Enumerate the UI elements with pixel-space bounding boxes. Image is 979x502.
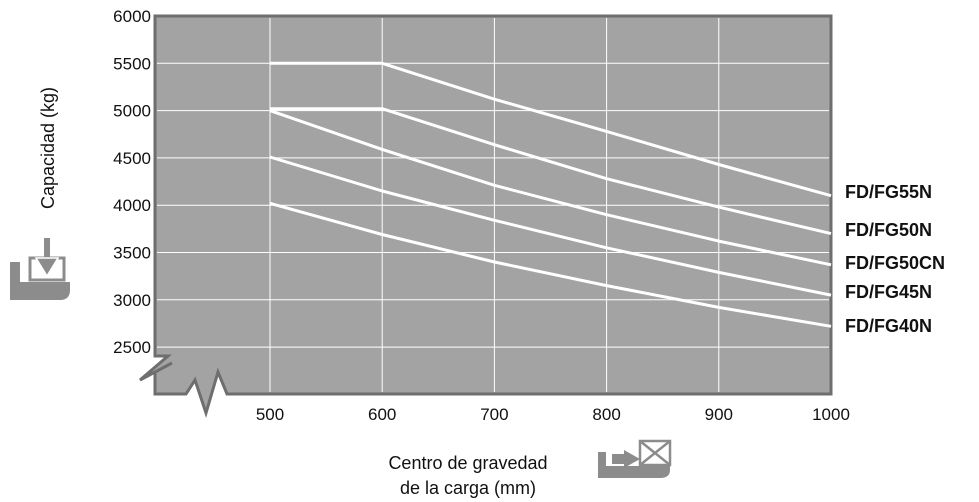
- y-tick-5000: 5000: [113, 102, 151, 121]
- x-tick-600: 600: [368, 405, 396, 424]
- series-labels: FD/FG55N FD/FG50N FD/FG50CN FD/FG45N FD/FG40…: [845, 182, 945, 336]
- series-label-fd-fg40n: FD/FG40N: [845, 316, 932, 336]
- y-tick-2500: 2500: [113, 338, 151, 357]
- x-axis-label-line-2: de la carga (mm): [400, 478, 536, 498]
- series-label-fd-fg45n: FD/FG45N: [845, 282, 932, 302]
- series-layer: [269, 61, 832, 328]
- series-label-fd-fg50cn: FD/FG50CN: [845, 253, 945, 273]
- x-tick-700: 700: [480, 405, 508, 424]
- x-axis-label-line-1: Centro de gravedad: [388, 453, 547, 473]
- x-tick-1000: 1000: [812, 405, 850, 424]
- x-tick-900: 900: [705, 405, 733, 424]
- series-line-fd-fg55n: [270, 61, 832, 198]
- x-tick-800: 800: [592, 405, 620, 424]
- y-tick-4000: 4000: [113, 196, 151, 215]
- y-tick-4500: 4500: [113, 149, 151, 168]
- series-label-fd-fg55n: FD/FG55N: [845, 182, 932, 202]
- series-label-fd-fg50n: FD/FG50N: [845, 220, 932, 240]
- y-tick-3500: 3500: [113, 244, 151, 263]
- series-line-fd-fg45n: [269, 155, 832, 297]
- x-tick-labels: 500 600 700 800 900 1000: [256, 405, 850, 424]
- grid-lines: [157, 18, 829, 392]
- y-tick-labels: 2500 3000 3500 4000 4500 5000 5500 6000: [113, 7, 151, 357]
- y-axis-label: Capacidad (kg): [38, 87, 58, 209]
- series-line-fd-fg40n: [269, 201, 832, 328]
- x-tick-500: 500: [256, 405, 284, 424]
- series-line-fd-fg50n: [270, 107, 832, 236]
- y-tick-5500: 5500: [113, 54, 151, 73]
- plot-area: [139, 14, 833, 419]
- y-tick-6000: 6000: [113, 7, 151, 26]
- capacity-icon: [10, 238, 70, 300]
- y-tick-3000: 3000: [113, 291, 151, 310]
- load-center-icon: [598, 439, 672, 478]
- series-line-fd-fg50cn: [269, 109, 832, 267]
